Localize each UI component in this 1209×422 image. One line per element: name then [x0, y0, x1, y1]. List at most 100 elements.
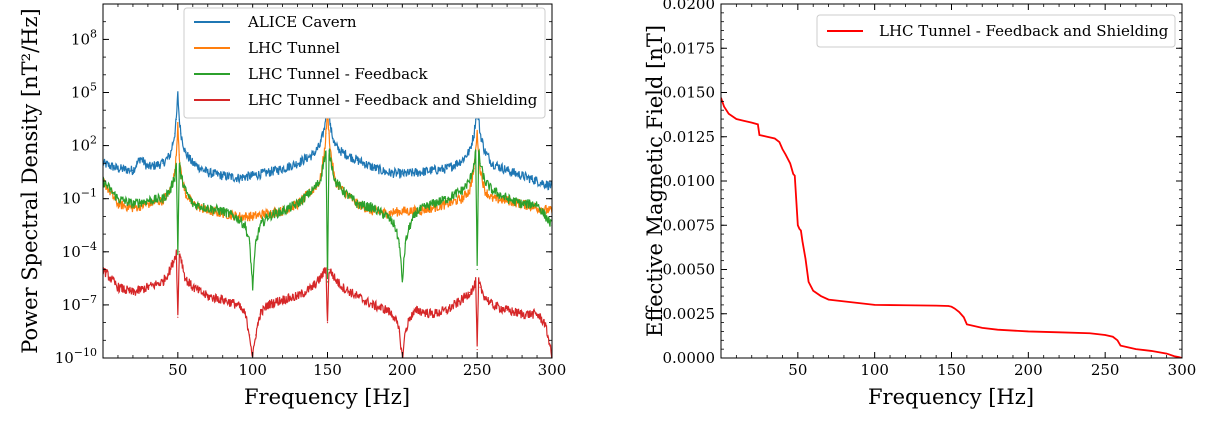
psd-point-lhc-tunnel-feedback [326, 281, 329, 283]
psd-point-alice-cavern [311, 154, 314, 156]
psd-point-lhc-tunnel-feedback-and-shielding [394, 316, 396, 318]
field-point [1135, 348, 1137, 350]
psd-point-lhc-tunnel-feedback-and-shielding [326, 322, 329, 324]
field-point [801, 240, 804, 242]
psd-point-lhc-tunnel-feedback-and-shielding [174, 256, 176, 258]
psd-point-lhc-tunnel-feedback-and-shielding [323, 270, 326, 272]
psd-point-lhc-tunnel [484, 189, 486, 191]
psd-point-lhc-tunnel-feedback-and-shielding [325, 268, 327, 271]
psd-y-axis-label-unit: [nT²/Hz] [18, 8, 42, 97]
field-y-tick-label: 0.0100 [663, 172, 716, 190]
field-point [966, 323, 968, 325]
psd-point-lhc-tunnel-feedback-and-shielding [184, 278, 186, 280]
psd-point-lhc-tunnel-feedback-and-shielding [175, 251, 177, 253]
psd-point-alice-cavern [178, 118, 180, 121]
field-point [858, 302, 860, 304]
psd-point-lhc-tunnel [328, 132, 330, 134]
psd-legend-label-lhc-tunnel-feedback-and-shielding: LHC Tunnel - Feedback and Shielding [248, 91, 538, 109]
field-point [1089, 332, 1091, 334]
field-legend-entries: LHC Tunnel - Feedback and Shielding [827, 22, 1169, 40]
psd-point-alice-cavern [461, 159, 463, 161]
psd-point-lhc-tunnel-feedback [409, 225, 411, 227]
psd-point-alice-cavern [162, 162, 164, 164]
psd-y-tick-label: 10−7 [62, 293, 97, 314]
psd-point-lhc-tunnel [536, 207, 538, 209]
psd-point-lhc-tunnel-feedback-and-shielding [484, 295, 486, 298]
psd-point-alice-cavern [177, 93, 179, 95]
psd-point-lhc-tunnel-feedback-and-shielding [178, 251, 180, 253]
field-chart: 50 100 150 200 250 300 0.00000.00250.00500.00… [643, 0, 1196, 409]
psd-point-alice-cavern [175, 118, 177, 121]
psd-point-lhc-tunnel [469, 189, 471, 191]
psd-point-lhc-tunnel-feedback [296, 203, 299, 205]
field-point [1166, 352, 1168, 355]
field-point [1027, 330, 1029, 333]
psd-point-lhc-tunnel-feedback [394, 225, 396, 227]
psd-point-lhc-tunnel-feedback-and-shielding [476, 348, 478, 351]
field-point [792, 173, 794, 175]
psd-point-lhc-tunnel [252, 215, 254, 217]
field-point [804, 258, 807, 260]
field-point [953, 307, 956, 310]
psd-point-lhc-tunnel-feedback-and-shielding [117, 286, 119, 288]
psd-point-lhc-tunnel [177, 121, 179, 124]
field-x-tick-label: 100 [860, 361, 889, 379]
field-point [757, 123, 759, 125]
field-x-tick-label: 150 [937, 361, 966, 379]
psd-x-tick-label: 150 [313, 361, 342, 379]
psd-point-lhc-tunnel-feedback-and-shielding [267, 304, 269, 306]
field-y-tick-label: 0.0025 [663, 305, 716, 323]
psd-point-lhc-tunnel-feedback [117, 198, 119, 200]
field-x-tick-label: 300 [1168, 361, 1197, 379]
psd-point-lhc-tunnel-feedback [478, 150, 480, 152]
psd-legend-label-lhc-tunnel: LHC Tunnel [248, 39, 340, 57]
psd-point-lhc-tunnel-feedback [475, 150, 477, 152]
psd-x-ticks: 50 100 150 200 250 300 [117, 4, 566, 379]
field-point [981, 327, 983, 329]
psd-point-lhc-tunnel-feedback [319, 180, 321, 182]
field-y-tick-label: 0.0150 [663, 84, 716, 102]
psd-point-lhc-tunnel [117, 203, 119, 205]
field-point [735, 118, 737, 120]
psd-point-lhc-tunnel-feedback [356, 203, 359, 205]
psd-point-lhc-tunnel-feedback [386, 215, 388, 217]
psd-point-lhc-tunnel-feedback [461, 189, 463, 191]
psd-point-lhc-tunnel-feedback-and-shielding [319, 278, 321, 280]
psd-point-alice-cavern [222, 175, 224, 177]
psd-point-lhc-tunnel-feedback-and-shielding [147, 286, 149, 288]
psd-point-lhc-tunnel-feedback-and-shielding [296, 295, 299, 298]
psd-x-tick-label: 100 [238, 361, 267, 379]
psd-point-lhc-tunnel-feedback [491, 189, 493, 191]
psd-point-alice-cavern [139, 157, 142, 159]
psd-point-alice-cavern [446, 168, 448, 170]
field-x-ticks: 50 100 150 200 250 300 [735, 4, 1197, 379]
psd-point-alice-cavern [132, 169, 134, 171]
psd-point-lhc-tunnel-feedback [328, 150, 330, 152]
psd-point-alice-cavern [371, 166, 373, 168]
psd-point-lhc-tunnel-feedback [469, 180, 471, 182]
psd-point-lhc-tunnel-feedback [222, 210, 224, 212]
psd-point-alice-cavern [473, 132, 475, 134]
psd-point-lhc-tunnel-feedback-and-shielding [311, 286, 314, 288]
psd-x-axis-label: Frequency [Hz] [244, 385, 410, 409]
field-x-tick-label: 200 [1014, 361, 1043, 379]
psd-point-lhc-tunnel-feedback [371, 207, 373, 209]
psd-point-lhc-tunnel-feedback-and-shielding [259, 313, 261, 315]
field-legend: LHC Tunnel - Feedback and Shielding [816, 14, 1176, 48]
psd-point-alice-cavern [469, 150, 471, 152]
psd-point-lhc-tunnel-feedback-and-shielding [328, 268, 330, 271]
psd-point-lhc-tunnel-feedback [177, 251, 179, 253]
psd-legend-label-lhc-tunnel-feedback: LHC Tunnel - Feedback [248, 65, 428, 83]
field-series-lhc-tunnel-feedback-and-shielding [721, 97, 1182, 358]
psd-point-alice-cavern [521, 175, 523, 177]
psd-point-alice-cavern [319, 145, 321, 147]
psd-point-lhc-tunnel-feedback [255, 242, 257, 244]
psd-point-alice-cavern [478, 118, 480, 121]
psd-point-lhc-tunnel-feedback [536, 203, 538, 205]
psd-point-lhc-tunnel-feedback [431, 203, 433, 205]
field-point [820, 295, 822, 297]
psd-point-lhc-tunnel-feedback [341, 189, 344, 191]
psd-point-lhc-tunnel [491, 198, 493, 200]
psd-point-alice-cavern [386, 171, 388, 174]
psd-y-tick-label: 105 [71, 81, 97, 102]
